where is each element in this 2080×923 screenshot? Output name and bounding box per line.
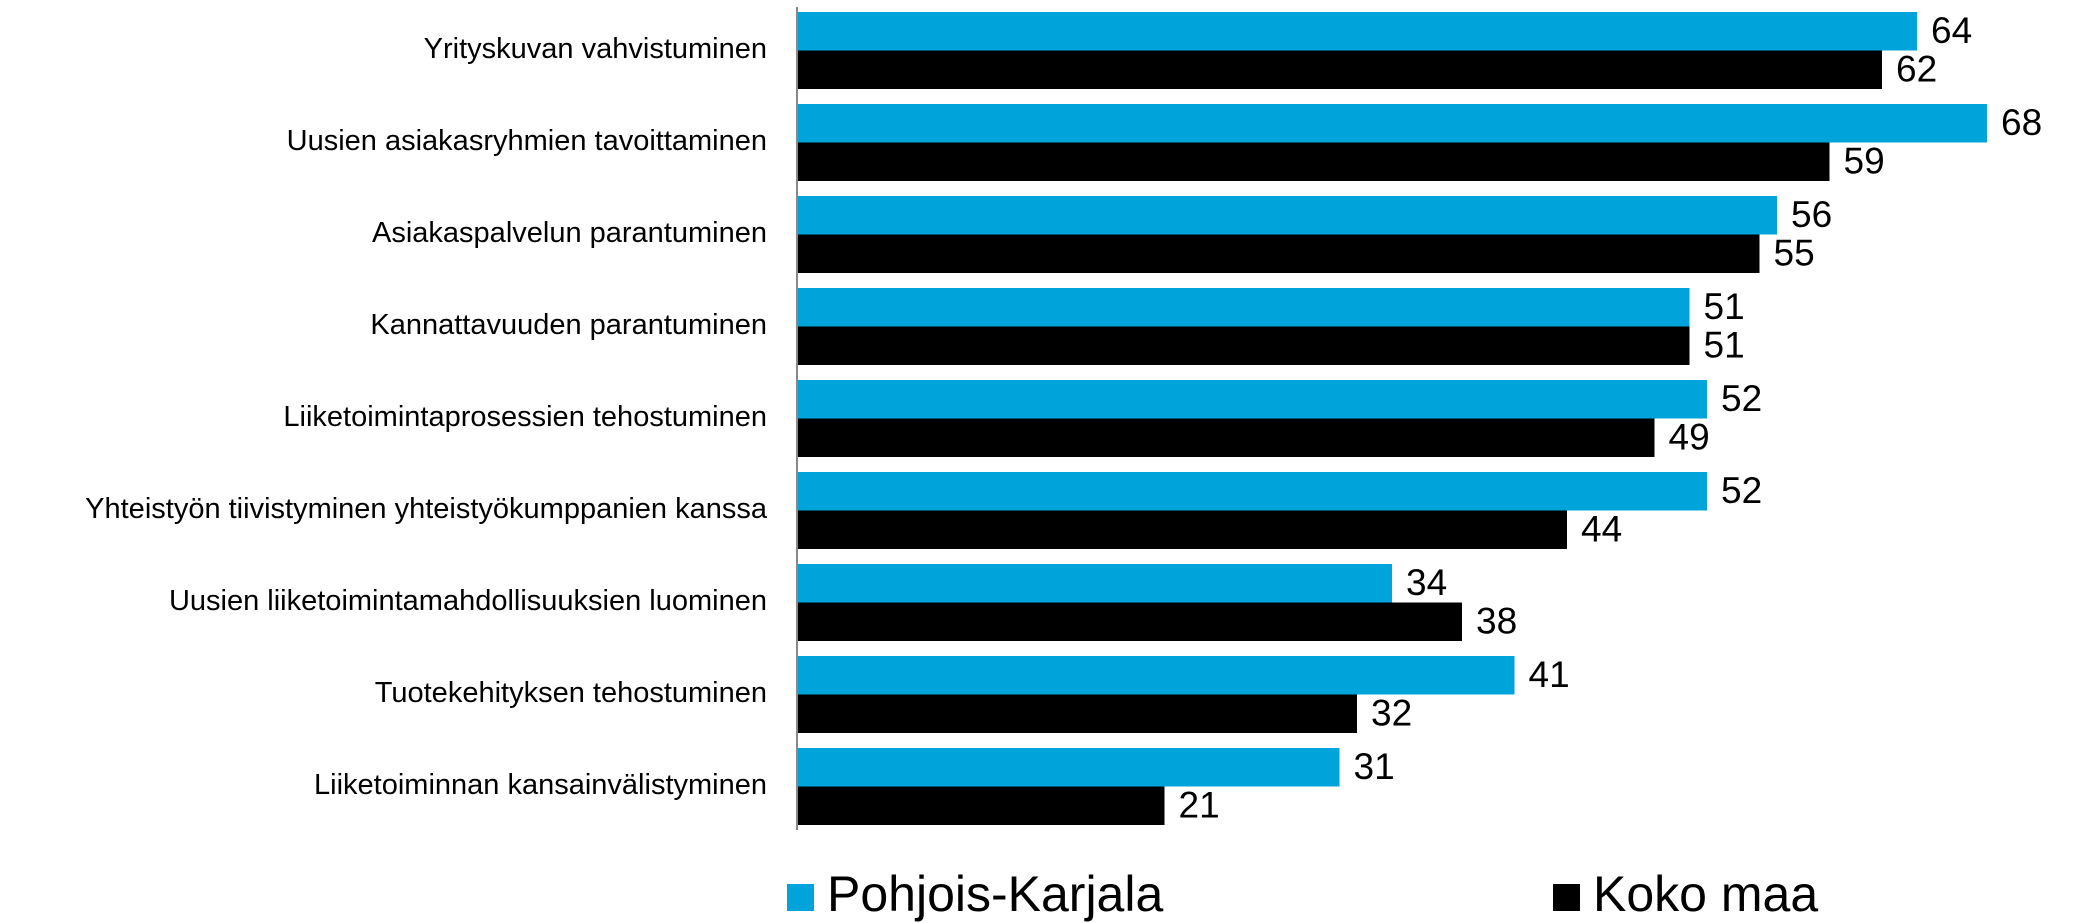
category-label: Liiketoiminnan kansainvälistyminen <box>314 769 767 801</box>
legend-swatch <box>1553 884 1580 911</box>
category-label: Asiakaspalvelun parantuminen <box>372 217 767 249</box>
data-label: 59 <box>1844 141 1885 182</box>
bar <box>797 104 1987 143</box>
legend-label: Koko maa <box>1593 866 1818 922</box>
category-label: Yhteistyön tiivistyminen yhteistyökumppa… <box>85 493 768 525</box>
data-label: 21 <box>1179 785 1220 826</box>
data-label: 51 <box>1704 325 1745 366</box>
data-label: 55 <box>1774 233 1815 274</box>
bar <box>797 418 1655 457</box>
data-label: 56 <box>1791 194 1832 235</box>
data-label: 34 <box>1406 562 1447 603</box>
data-label: 41 <box>1529 654 1570 695</box>
legend-label: Pohjois-Karjala <box>827 866 1163 922</box>
data-label: 52 <box>1721 378 1762 419</box>
category-label: Uusien asiakasryhmien tavoittaminen <box>287 125 767 157</box>
data-label: 62 <box>1896 49 1937 90</box>
data-label: 51 <box>1704 286 1745 327</box>
bar <box>797 234 1760 273</box>
bar <box>797 786 1165 825</box>
category-label: Yrityskuvan vahvistuminen <box>424 33 767 65</box>
bar <box>797 510 1567 549</box>
bar <box>797 326 1690 365</box>
data-label: 49 <box>1669 417 1710 458</box>
bar <box>797 694 1357 733</box>
bar <box>797 50 1882 89</box>
data-label: 31 <box>1354 746 1395 787</box>
bar <box>797 564 1392 603</box>
bar <box>797 656 1515 695</box>
category-label: Liiketoimintaprosessien tehostuminen <box>283 401 767 433</box>
bar <box>797 196 1777 235</box>
bar <box>797 142 1830 181</box>
data-label: 32 <box>1371 693 1412 734</box>
bar <box>797 472 1707 511</box>
data-label: 64 <box>1931 10 1972 51</box>
bar <box>797 288 1690 327</box>
data-label: 52 <box>1721 470 1762 511</box>
bar <box>797 380 1707 419</box>
data-label: 68 <box>2001 102 2042 143</box>
bar <box>797 748 1340 787</box>
bar <box>797 602 1462 641</box>
data-label: 38 <box>1476 601 1517 642</box>
bar <box>797 12 1917 51</box>
legend-swatch <box>787 884 814 911</box>
category-label: Kannattavuuden parantuminen <box>370 309 767 341</box>
category-label: Uusien liiketoimintamahdollisuuksien luo… <box>169 585 767 617</box>
data-label: 44 <box>1581 509 1622 550</box>
category-label: Tuotekehityksen tehostuminen <box>375 677 767 709</box>
